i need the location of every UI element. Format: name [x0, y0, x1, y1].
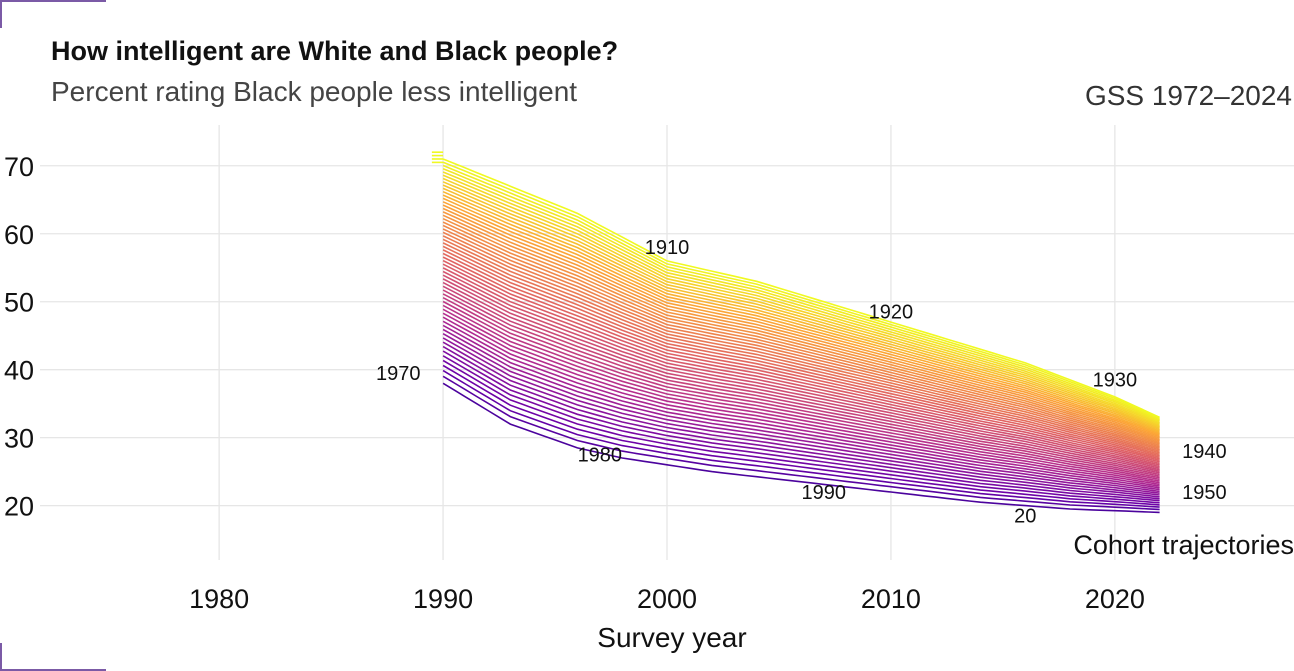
- cohort-label: 20: [1014, 506, 1036, 528]
- cohort-label: 1950: [1182, 482, 1227, 504]
- x-tick-label: 2020: [1085, 584, 1145, 614]
- cohort-label: 1940: [1182, 441, 1227, 463]
- cohort-line: [442, 201, 1160, 437]
- cohort-line: [442, 235, 1160, 451]
- cohort-line: [442, 316, 1160, 486]
- chart-title: How intelligent are White and Black peop…: [51, 36, 619, 66]
- cohort-line: [442, 221, 1160, 445]
- x-axis-label: Survey year: [597, 622, 747, 653]
- cohort-line: [442, 350, 1160, 500]
- cohort-line: [442, 359, 1160, 504]
- cohort-line: [442, 177, 1160, 427]
- cohort-line: [442, 238, 1160, 453]
- y-tick-label: 60: [4, 220, 34, 250]
- cohort-line: [442, 245, 1160, 456]
- cohort-line: [442, 181, 1160, 428]
- cohort-line: [442, 259, 1160, 462]
- cohort-line: [442, 207, 1160, 440]
- y-tick-label: 50: [4, 288, 34, 318]
- cohort-label: 1990: [802, 482, 847, 504]
- cohort-line: [442, 214, 1160, 442]
- x-tick-label: 1980: [189, 584, 249, 614]
- chart-source: GSS 1972–2024: [1084, 80, 1292, 111]
- cohort-line: [442, 296, 1160, 477]
- cohort-line: [442, 164, 1160, 421]
- cohort-label: 1920: [869, 302, 914, 324]
- cohort-line: [442, 278, 1160, 469]
- cohort-line: [442, 304, 1160, 481]
- cohort-label: 1930: [1093, 370, 1138, 392]
- cohort-line: [442, 174, 1160, 425]
- cohort-line: [442, 171, 1160, 424]
- x-tick-label: 2000: [637, 584, 697, 614]
- y-tick-label: 20: [4, 492, 34, 522]
- cohort-line: [442, 158, 1160, 419]
- cohort-line: [442, 242, 1160, 454]
- cohort-line: [442, 364, 1160, 506]
- cohort-label: 1970: [376, 363, 421, 385]
- corner-mark-bottom: [0, 669, 106, 671]
- cohort-line: [442, 211, 1160, 441]
- cohort-line: [442, 263, 1160, 463]
- cohort-line: [442, 197, 1160, 435]
- y-tick-label: 30: [4, 424, 34, 454]
- cohort-line: [442, 249, 1160, 457]
- cohort-line: [442, 375, 1160, 511]
- cohort-line: [442, 217, 1160, 444]
- x-tick-label: 2010: [861, 584, 921, 614]
- y-axis-ticks: 20 30 40 50 60 70: [4, 152, 34, 522]
- cohort-line: [442, 320, 1160, 487]
- y-tick-label: 70: [4, 152, 34, 182]
- cohort-line: [442, 341, 1160, 496]
- legend-label: Cohort trajectories: [1073, 530, 1294, 560]
- cohort-line: [442, 382, 1160, 514]
- y-tick-label: 40: [4, 356, 34, 386]
- cohort-line: [442, 281, 1160, 471]
- cohort-line: [442, 224, 1160, 447]
- cohort-line: [442, 293, 1160, 476]
- cohort-line: [442, 285, 1160, 473]
- cohort-line: [442, 333, 1160, 493]
- cohort-line: [442, 270, 1160, 466]
- cohort-line: [442, 231, 1160, 450]
- cohort-line: [442, 355, 1160, 502]
- cohort-line: [442, 300, 1160, 479]
- cohort-line: [442, 190, 1160, 432]
- x-axis-ticks: 1980 1990 2000 2010 2020: [189, 584, 1145, 614]
- cohort-line: [442, 228, 1160, 448]
- cohort-line: [442, 184, 1160, 430]
- corner-mark-top-vertical: [0, 0, 2, 28]
- chart-subtitle: Percent rating Black people less intelli…: [51, 76, 578, 107]
- corner-mark-bottom-vertical: [0, 643, 2, 671]
- cohort-line: [442, 345, 1160, 498]
- cohort-line: [442, 369, 1160, 508]
- cohort-line: [442, 337, 1160, 494]
- cohort-line: [442, 308, 1160, 482]
- grid: [40, 125, 1294, 560]
- cohort-line: [442, 167, 1160, 423]
- cohort-lines: [431, 151, 1160, 514]
- x-tick-label: 1990: [413, 584, 473, 614]
- cohort-line: [442, 204, 1160, 438]
- cohort-line: [442, 328, 1160, 491]
- cohort-label: 1910: [645, 237, 690, 259]
- cohort-line: [442, 274, 1160, 468]
- cohort-labels: 1910 1920 1930 1940 1950 1970 1980 1990 20: [376, 237, 1227, 527]
- cohort-line: [442, 194, 1160, 434]
- cohort-line: [442, 161, 1160, 420]
- cohort-line: [442, 324, 1160, 489]
- cohort-line: [442, 312, 1160, 484]
- corner-mark-top: [0, 0, 106, 2]
- cohort-line: [442, 267, 1160, 465]
- cohort-line: [442, 256, 1160, 460]
- cohort-line: [442, 187, 1160, 431]
- cohort-line: [442, 252, 1160, 459]
- cohort-line: [442, 289, 1160, 474]
- cohort-label: 1980: [578, 444, 623, 466]
